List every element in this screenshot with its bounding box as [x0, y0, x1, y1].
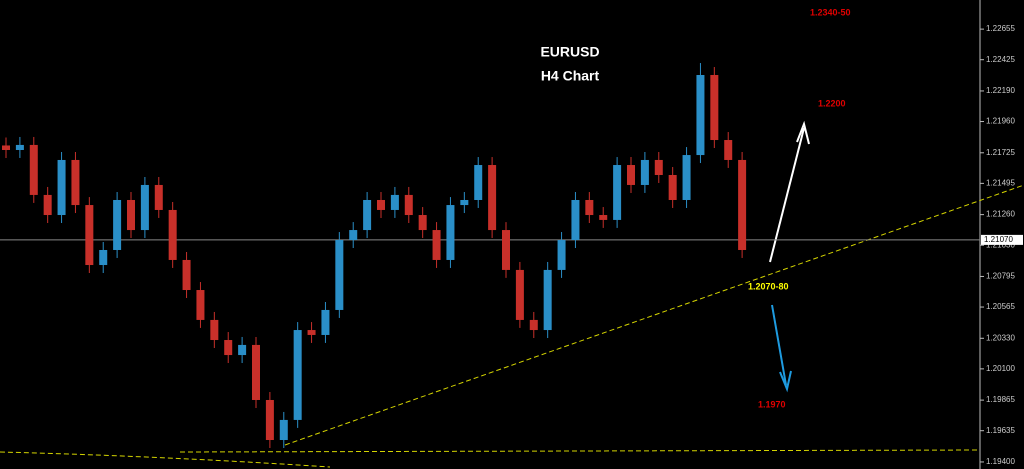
- candle-body: [529, 319, 538, 331]
- candle-body: [502, 230, 510, 270]
- down-arrow: [771, 304, 787, 386]
- y-tick-label: 1.19400: [986, 457, 1015, 466]
- y-tick-label: 1.21960: [986, 117, 1015, 126]
- candle-body: [57, 159, 66, 216]
- candle-body: [543, 269, 552, 331]
- candle-body: [85, 205, 94, 266]
- candle-body: [738, 159, 747, 250]
- candle-body: [363, 199, 372, 231]
- candle-body: [613, 165, 622, 220]
- candle-body: [252, 344, 260, 400]
- candle-body: [154, 184, 163, 210]
- candle-body: [238, 344, 247, 356]
- candle-body: [279, 419, 288, 441]
- candle-body: [710, 74, 719, 141]
- candle-body: [446, 205, 455, 260]
- y-tick-label: 1.20330: [986, 333, 1015, 342]
- candle-body: [29, 144, 38, 195]
- candle-body: [210, 319, 219, 341]
- candle-body: [515, 269, 524, 320]
- candle-body: [43, 194, 52, 216]
- candle-body: [668, 174, 677, 200]
- y-tick-label: 1.21725: [986, 148, 1015, 157]
- y-tick-label: 1.19865: [986, 395, 1015, 404]
- candle-body: [599, 215, 608, 220]
- candle-body: [224, 340, 233, 356]
- candle-body: [627, 165, 635, 185]
- candle-body: [571, 199, 580, 241]
- candle-body: [2, 145, 10, 150]
- candle-body: [293, 330, 302, 420]
- candle-body: [724, 140, 733, 160]
- down-arrow-head: [779, 370, 792, 393]
- annotation: 1.2200: [818, 98, 846, 108]
- candle-body: [265, 399, 274, 441]
- candle-body: [335, 240, 344, 310]
- candle-body: [418, 215, 427, 231]
- annotation: 1.1970: [758, 399, 786, 409]
- up-arrow-head: [796, 120, 810, 145]
- y-tick-label: 1.20795: [986, 272, 1015, 281]
- candle-body: [349, 230, 358, 241]
- y-tick-label: 1.19635: [986, 426, 1015, 435]
- annotation: 1.2070-80: [748, 281, 789, 291]
- candle-body: [71, 159, 80, 206]
- candle-body: [696, 74, 705, 156]
- candle-body: [557, 240, 566, 270]
- candle-body: [682, 155, 691, 200]
- y-tick-label: 1.21260: [986, 210, 1015, 219]
- candle-body: [15, 144, 24, 150]
- annotation: 1.2340-50: [810, 7, 851, 17]
- candle-body: [404, 194, 413, 216]
- candle-body: [182, 259, 191, 291]
- candle-body: [168, 209, 177, 260]
- candle-body: [390, 194, 399, 210]
- candle-body: [640, 159, 649, 185]
- y-tick-label: 1.22190: [986, 86, 1015, 95]
- candle-body: [127, 199, 135, 231]
- candle-body: [113, 199, 122, 250]
- y-tick-label: 1.22425: [986, 55, 1015, 64]
- candle-body: [377, 199, 385, 210]
- chart-title: EURUSD: [540, 44, 599, 60]
- trend-line: [284, 184, 1024, 446]
- candle-body: [140, 184, 149, 231]
- candle-body: [432, 230, 441, 260]
- current-price-box: [981, 234, 1023, 245]
- y-tick-label: 1.20565: [986, 302, 1015, 311]
- chart-subtitle: H4 Chart: [541, 68, 600, 84]
- candle-body: [307, 330, 316, 335]
- y-tick-label: 1.22655: [986, 24, 1015, 33]
- candle-body: [321, 309, 330, 335]
- candle-body: [460, 199, 469, 206]
- candle-body: [585, 199, 594, 216]
- candle-body: [196, 290, 205, 320]
- y-tick-label: 1.21495: [986, 178, 1015, 187]
- support-line: [179, 449, 981, 453]
- y-tick-label: 1.20100: [986, 364, 1015, 373]
- candle-body: [99, 249, 108, 266]
- current-price-label: 1.21070: [984, 235, 1013, 244]
- candle-body: [654, 159, 663, 175]
- candle-body: [474, 165, 483, 200]
- candle-body: [488, 165, 497, 231]
- curve-line: [0, 451, 331, 468]
